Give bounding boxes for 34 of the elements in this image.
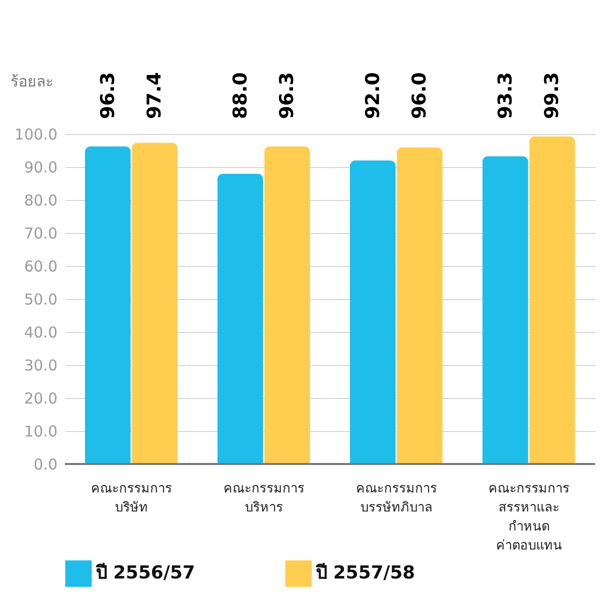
data-label: 92.0 <box>362 72 384 119</box>
y-tick-label: 10.0 <box>24 422 58 440</box>
x-tick-label: คณะกรรมการ บรรษัทภิบาล <box>356 482 437 516</box>
data-label: 96.3 <box>96 72 119 119</box>
data-label: 96.3 <box>276 72 298 119</box>
y-axis-title: ร้อยละ <box>10 72 54 90</box>
x-tick-label: คณะกรรมการ บริหาร <box>223 482 304 516</box>
data-label: 99.3 <box>541 72 564 119</box>
y-tick-label: 90.0 <box>24 158 58 176</box>
data-label: 88.0 <box>229 72 252 119</box>
data-label: 97.4 <box>144 72 166 119</box>
y-tick-label: 0.0 <box>34 456 58 474</box>
bar <box>350 160 396 464</box>
x-tick-label: คณะกรรมการ บริษัท <box>90 482 172 516</box>
data-label: 96.0 <box>408 72 431 119</box>
y-tick-label: 20.0 <box>24 390 58 408</box>
y-tick-label: 40.0 <box>24 324 58 342</box>
y-tick-label: 50.0 <box>24 290 58 308</box>
bar <box>84 146 131 464</box>
bar <box>217 174 264 464</box>
bar <box>482 156 528 464</box>
bar <box>396 147 443 464</box>
y-tick-label: 80.0 <box>24 192 58 210</box>
bar <box>529 136 576 464</box>
legend-label: ปี 2557/58 <box>315 562 415 584</box>
x-tick-label: คณะกรรมการ สรรหาและ กำหนด ค่าตอบแทน <box>488 482 570 554</box>
y-tick-label: 70.0 <box>24 224 58 242</box>
legend-label: ปี 2556/57 <box>95 562 195 584</box>
bar <box>264 146 310 464</box>
bar <box>132 142 178 464</box>
y-tick-label: 100.0 <box>14 126 58 144</box>
data-label: 93.3 <box>494 72 516 119</box>
y-tick-label: 60.0 <box>24 258 58 276</box>
y-tick-label: 30.0 <box>24 356 58 374</box>
